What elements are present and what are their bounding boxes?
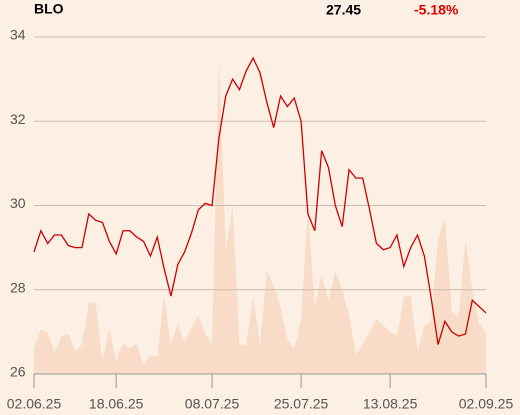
y-tick-label: 26 [10, 364, 26, 380]
price-line [33, 56, 487, 345]
x-tick-label: 02.09.25 [459, 396, 514, 412]
x-tick-label: 18.06.25 [89, 396, 144, 412]
y-tick-label: 30 [10, 195, 26, 211]
y-tick-label: 28 [10, 279, 26, 295]
x-tick-label: 25.07.25 [274, 396, 329, 412]
last-price: 27.45 [326, 2, 361, 18]
volume-area [34, 58, 486, 374]
x-tick-label: 02.06.25 [7, 396, 62, 412]
symbol: BLO [34, 1, 64, 17]
price-change: -5.18% [414, 2, 459, 18]
x-tick-label: 08.07.25 [185, 396, 240, 412]
y-tick-label: 34 [10, 27, 26, 43]
x-tick-label: 13.08.25 [363, 396, 418, 412]
y-tick-label: 32 [10, 111, 26, 127]
